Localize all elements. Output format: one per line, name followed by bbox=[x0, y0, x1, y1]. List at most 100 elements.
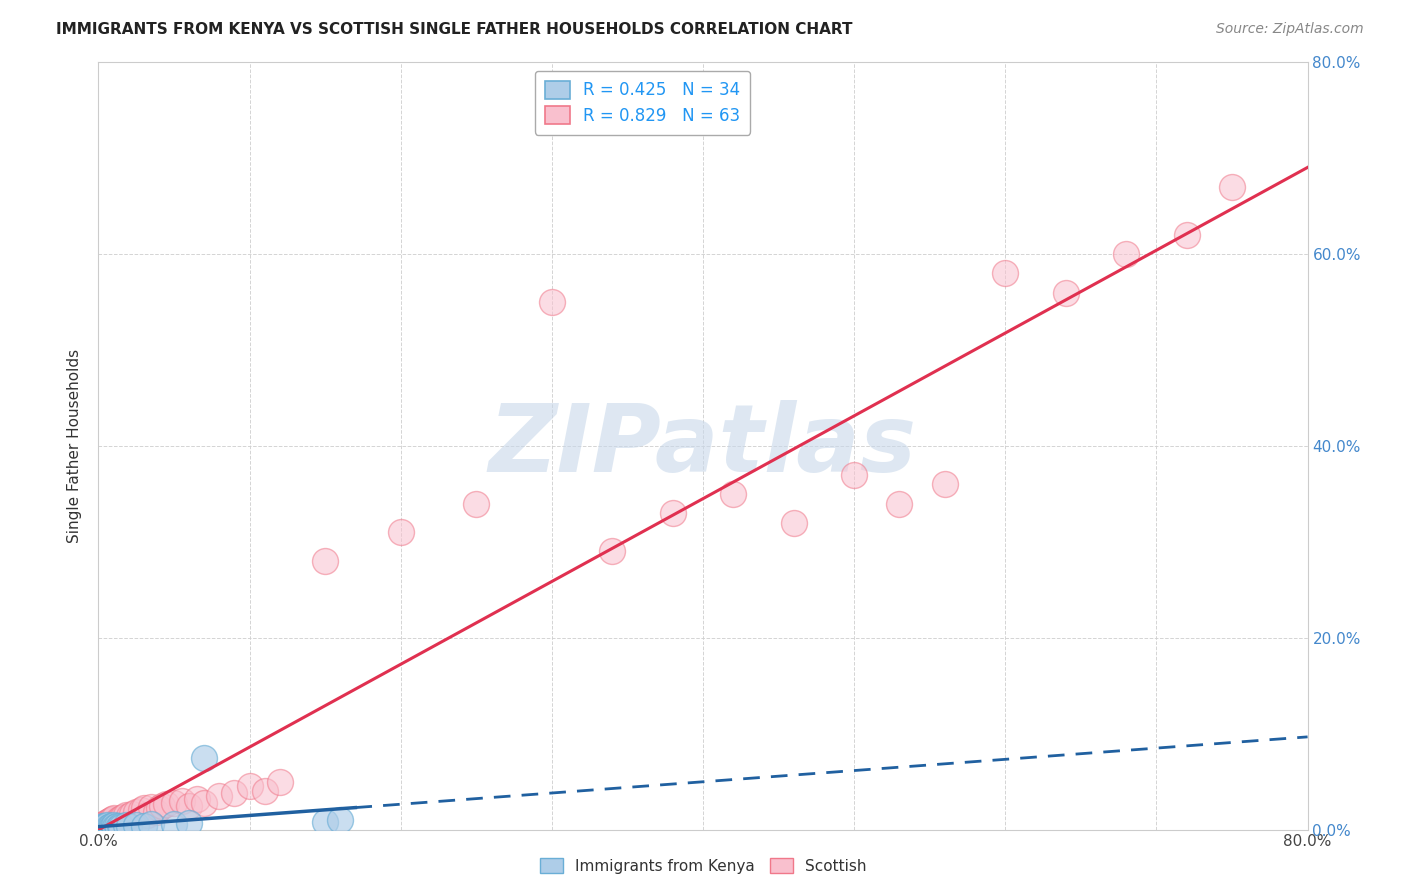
Point bbox=[121, 807, 143, 822]
Point bbox=[101, 812, 124, 826]
Point bbox=[132, 819, 155, 833]
Point bbox=[994, 266, 1017, 280]
Point bbox=[135, 808, 157, 822]
Point bbox=[103, 811, 125, 825]
Point bbox=[103, 821, 125, 835]
Point bbox=[186, 792, 208, 806]
Text: ZIPatlas: ZIPatlas bbox=[489, 400, 917, 492]
Point bbox=[540, 295, 562, 310]
Point bbox=[96, 821, 118, 835]
Point bbox=[239, 780, 262, 794]
Point bbox=[108, 819, 131, 833]
Point bbox=[105, 819, 128, 833]
Point bbox=[844, 467, 866, 482]
Legend: R = 0.425   N = 34, R = 0.829   N = 63: R = 0.425 N = 34, R = 0.829 N = 63 bbox=[534, 70, 751, 135]
Point bbox=[94, 820, 117, 834]
Point bbox=[145, 805, 167, 820]
Point bbox=[141, 799, 163, 814]
Point bbox=[132, 801, 155, 815]
Point bbox=[1175, 228, 1198, 243]
Point bbox=[98, 822, 121, 836]
Point bbox=[1054, 285, 1077, 300]
Point bbox=[98, 820, 121, 834]
Point bbox=[100, 819, 122, 833]
Point bbox=[107, 813, 129, 827]
Point bbox=[89, 820, 111, 834]
Point bbox=[104, 820, 127, 834]
Point bbox=[661, 506, 683, 520]
Point bbox=[723, 487, 745, 501]
Point bbox=[269, 774, 291, 789]
Point bbox=[465, 496, 488, 510]
Point bbox=[94, 819, 117, 833]
Point bbox=[163, 817, 186, 831]
Point bbox=[100, 813, 122, 827]
Point bbox=[96, 818, 118, 832]
Point bbox=[141, 817, 163, 831]
Point bbox=[91, 819, 114, 833]
Point bbox=[101, 822, 124, 836]
Point bbox=[96, 814, 118, 829]
Point bbox=[389, 525, 412, 540]
Point bbox=[90, 819, 112, 833]
Point bbox=[100, 821, 122, 835]
Point bbox=[179, 798, 201, 813]
Point bbox=[329, 813, 352, 827]
Point bbox=[163, 796, 186, 810]
Point bbox=[118, 819, 141, 833]
Point bbox=[101, 820, 124, 834]
Point bbox=[148, 801, 170, 815]
Point bbox=[253, 784, 276, 798]
Point bbox=[111, 810, 134, 824]
Point bbox=[96, 821, 118, 835]
Point bbox=[170, 794, 193, 808]
Point bbox=[179, 815, 201, 830]
Point bbox=[934, 477, 956, 491]
Point bbox=[107, 821, 129, 835]
Point bbox=[110, 811, 132, 825]
Point bbox=[150, 798, 173, 813]
Point bbox=[314, 814, 336, 829]
Point bbox=[104, 818, 127, 832]
Point bbox=[889, 496, 911, 510]
Point bbox=[314, 554, 336, 568]
Point bbox=[118, 809, 141, 823]
Point bbox=[91, 822, 114, 836]
Point bbox=[93, 820, 115, 834]
Point bbox=[91, 822, 114, 836]
Point bbox=[100, 819, 122, 833]
Point bbox=[193, 750, 215, 764]
Point bbox=[602, 544, 624, 558]
Point bbox=[1220, 180, 1243, 194]
Legend: Immigrants from Kenya, Scottish: Immigrants from Kenya, Scottish bbox=[533, 852, 873, 880]
Point bbox=[103, 819, 125, 833]
Point bbox=[105, 814, 128, 829]
Text: IMMIGRANTS FROM KENYA VS SCOTTISH SINGLE FATHER HOUSEHOLDS CORRELATION CHART: IMMIGRANTS FROM KENYA VS SCOTTISH SINGLE… bbox=[56, 22, 853, 37]
Point bbox=[125, 818, 148, 832]
Point bbox=[93, 821, 115, 835]
Point bbox=[89, 822, 111, 836]
Point bbox=[114, 808, 136, 822]
Point bbox=[208, 789, 231, 803]
Point bbox=[125, 805, 148, 820]
Point bbox=[91, 818, 114, 832]
Point bbox=[90, 821, 112, 835]
Point bbox=[89, 822, 111, 836]
Point bbox=[129, 804, 152, 818]
Point bbox=[110, 820, 132, 834]
Point bbox=[1115, 247, 1137, 261]
Y-axis label: Single Father Households: Single Father Households bbox=[67, 349, 83, 543]
Point bbox=[224, 786, 246, 800]
Point bbox=[94, 822, 117, 836]
Text: Source: ZipAtlas.com: Source: ZipAtlas.com bbox=[1216, 22, 1364, 37]
Point bbox=[155, 797, 177, 811]
Point bbox=[90, 820, 112, 834]
Point bbox=[101, 820, 124, 834]
Point bbox=[94, 815, 117, 830]
Point bbox=[93, 817, 115, 831]
Point bbox=[93, 821, 115, 835]
Point bbox=[90, 821, 112, 835]
Point bbox=[193, 796, 215, 810]
Point bbox=[114, 818, 136, 832]
Point bbox=[783, 516, 806, 530]
